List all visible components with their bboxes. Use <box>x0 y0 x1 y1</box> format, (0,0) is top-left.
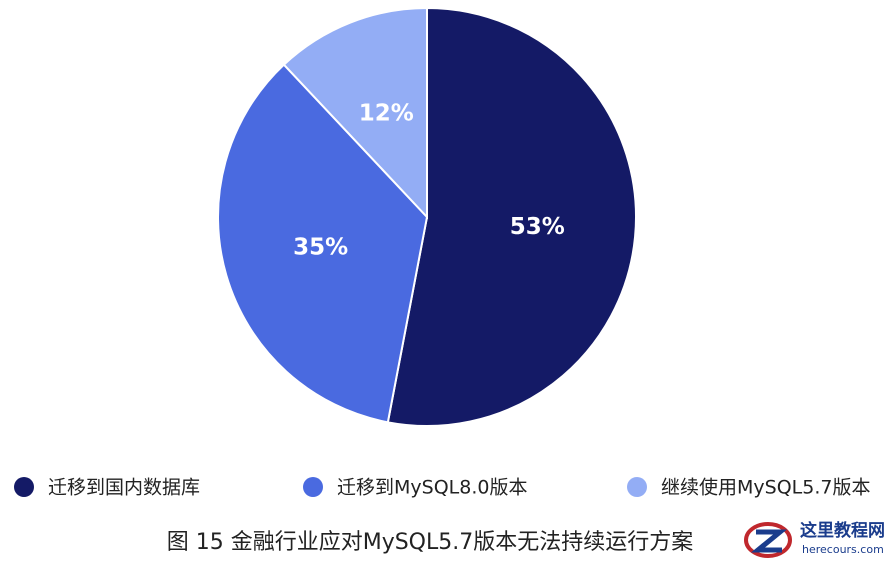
value-label: 53% <box>510 214 565 240</box>
watermark-logo-z <box>750 529 788 553</box>
pie-slice <box>386 6 637 427</box>
watermark: 这里教程网 herecours.com <box>744 520 885 558</box>
value-label: 12% <box>359 101 414 127</box>
legend-label: 迁移到MySQL8.0版本 <box>337 477 527 499</box>
legend-marker <box>303 477 323 497</box>
legend-label: 迁移到国内数据库 <box>48 477 200 499</box>
watermark-name: 这里教程网 <box>800 520 885 541</box>
legend-label: 继续使用MySQL5.7版本 <box>661 477 870 499</box>
pie-slice <box>217 63 429 424</box>
legend-marker <box>627 477 647 497</box>
legend-marker <box>14 477 34 497</box>
pie-slice <box>282 6 428 220</box>
chart-title: 图 15 金融行业应对MySQL5.7版本无法持续运行方案 <box>167 530 694 555</box>
watermark-url: herecours.com <box>802 543 884 556</box>
watermark-logo <box>744 522 792 558</box>
value-label: 35% <box>293 234 348 260</box>
